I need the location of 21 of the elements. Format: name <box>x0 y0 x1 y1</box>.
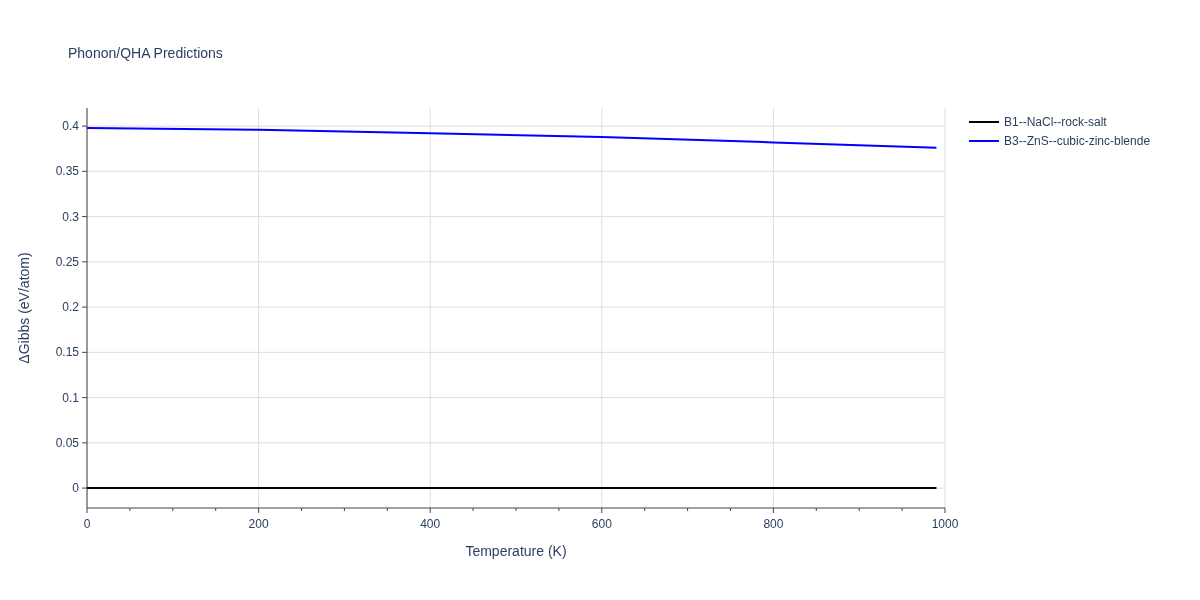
y-axis-title: ΔGibbs (eV/atom) <box>16 252 32 364</box>
x-tick-label: 400 <box>420 517 441 531</box>
y-tick-label: 0.05 <box>55 435 80 450</box>
y-tick-label: 0.1 <box>62 390 80 405</box>
x-tick-label: 0 <box>83 517 91 531</box>
y-tick-label: 0 <box>72 481 80 496</box>
y-tick-label: 0.3 <box>62 209 80 224</box>
line-series <box>86 126 938 149</box>
x-tick-label: 200 <box>248 517 269 531</box>
y-tick-label: 0.15 <box>55 345 80 360</box>
x-tick-label: 600 <box>591 517 613 531</box>
x-tick-label: 800 <box>763 517 784 531</box>
y-tick-label: 0.2 <box>62 300 80 315</box>
x-tick-label: 1000 <box>931 517 959 531</box>
legend-label: B1--NaCl--rock-salt <box>1004 115 1108 129</box>
chart-title: Phonon/QHA Predictions <box>68 45 223 61</box>
y-tick-label: 0.35 <box>55 164 80 179</box>
x-axis-title: Temperature (K) <box>465 543 567 559</box>
legend-label: B3--ZnS--cubic-zinc-blende <box>1004 134 1151 148</box>
y-tick-label: 0.25 <box>55 254 80 269</box>
y-tick-label: 0.4 <box>62 119 80 134</box>
